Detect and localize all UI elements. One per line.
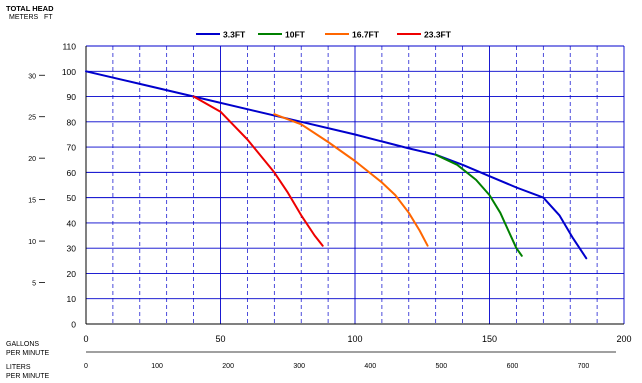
x-tick-gpm-0: 0 [83, 334, 88, 344]
x-tick-lpm-400: 400 [364, 363, 376, 370]
x-tick-lpm-700: 700 [578, 363, 590, 370]
y-tick-ft-10: 10 [67, 294, 77, 304]
x-secondary-label-line1: LITERS [6, 364, 31, 371]
chart-title: TOTAL HEAD [6, 4, 54, 13]
y-tick-ft-60: 60 [67, 168, 77, 178]
y-tick-m-15: 15 [28, 198, 36, 205]
y-tick-m-25: 25 [28, 115, 36, 122]
x-tick-gpm-50: 50 [215, 334, 225, 344]
x-tick-lpm-200: 200 [222, 363, 234, 370]
x-tick-gpm-100: 100 [347, 334, 362, 344]
x-primary-label-line1: GALLONS [6, 341, 39, 348]
x-tick-lpm-0: 0 [84, 363, 88, 370]
y-tick-ft-0: 0 [71, 320, 76, 330]
legend-label-3: 23.3FT [424, 30, 452, 40]
legend: 3.3FT 10FT 16.7FT 23.3FT [196, 30, 452, 40]
y-tick-ft-100: 100 [62, 67, 76, 77]
series-line-3 [192, 95, 324, 247]
y-tick-ft-80: 80 [67, 117, 77, 127]
y-tick-ft-40: 40 [67, 218, 77, 228]
y-tick-ft-30: 30 [67, 244, 77, 254]
x-tick-lpm-300: 300 [293, 363, 305, 370]
x-tick-lpm-600: 600 [507, 363, 519, 370]
y-tick-ft-110: 110 [62, 42, 76, 52]
legend-label-0: 3.3FT [223, 30, 246, 40]
y-axis-ticks: 0 10 20 30 40 50 60 70 80 90 100 110 5 10 15 20 25 30 [28, 42, 76, 330]
axis-titles: TOTAL HEAD METERS FT GALLONS PER MINUTE … [6, 4, 54, 380]
x-secondary-label-line2: PER MINUTE [6, 373, 50, 380]
series-line-1 [434, 153, 523, 257]
y-units-label: METERS FT [9, 14, 53, 21]
y-tick-m-30: 30 [28, 73, 36, 80]
y-tick-ft-50: 50 [67, 193, 77, 203]
x-tick-lpm-500: 500 [436, 363, 448, 370]
y-tick-ft-70: 70 [67, 143, 77, 153]
x-primary-label-line2: PER MINUTE [6, 350, 50, 357]
series-lines [85, 70, 588, 260]
y-tick-m-5: 5 [32, 281, 36, 288]
series-line-0 [85, 70, 588, 260]
grid [85, 45, 625, 325]
y-tick-m-10: 10 [28, 239, 36, 246]
series-line-2 [273, 113, 429, 247]
x-tick-gpm-200: 200 [616, 334, 631, 344]
x-axis-ticks: 0 50 100 150 200 0 100 200 300 400 500 600 700 [83, 334, 631, 370]
y-tick-ft-90: 90 [67, 92, 77, 102]
y-tick-ft-20: 20 [67, 269, 77, 279]
legend-label-2: 16.7FT [352, 30, 380, 40]
x-tick-gpm-150: 150 [482, 334, 497, 344]
y-tick-m-20: 20 [28, 156, 36, 163]
x-tick-lpm-100: 100 [151, 363, 163, 370]
legend-label-1: 10FT [285, 30, 306, 40]
